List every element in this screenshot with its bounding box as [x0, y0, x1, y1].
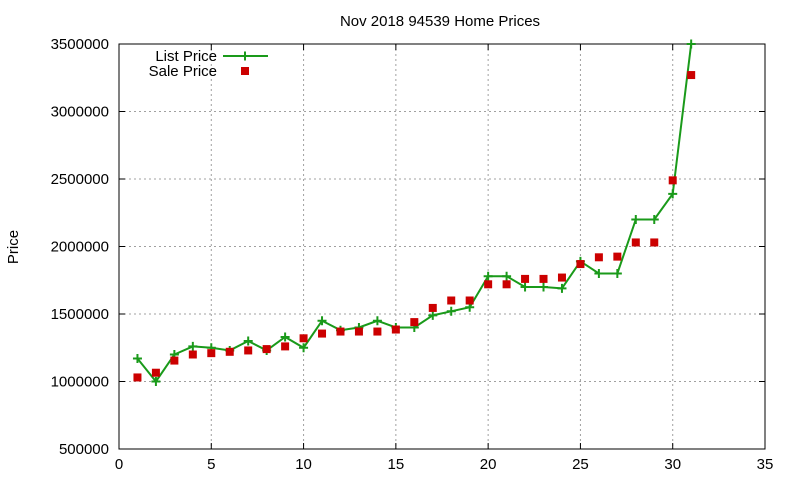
list-price-point — [668, 189, 678, 199]
sale-price-point — [447, 296, 456, 305]
sale-price-point — [668, 176, 677, 185]
list-price-point — [686, 39, 696, 49]
sale-price-point — [373, 327, 382, 336]
sale-price-point — [576, 260, 585, 269]
list-price-point — [280, 332, 290, 342]
list-price-point — [612, 269, 622, 278]
sale-price-point — [391, 325, 400, 334]
y-axis-label: Price — [5, 230, 22, 264]
sale-price-point — [262, 345, 271, 354]
x-tick-label: 10 — [295, 456, 312, 473]
x-tick-label: 30 — [664, 456, 681, 473]
legend-label-list-price: List Price — [155, 48, 217, 65]
sale-price-point — [354, 327, 363, 336]
sale-price-point — [428, 303, 437, 312]
y-tick-label: 2500000 — [51, 171, 109, 188]
x-tick-label: 0 — [115, 456, 123, 473]
sale-price-point — [631, 238, 640, 247]
sale-price-point — [170, 356, 179, 365]
sale-price-point — [521, 274, 530, 283]
list-price-point — [520, 282, 530, 292]
legend-marker-list-price — [240, 51, 250, 61]
list-price-point — [594, 269, 604, 278]
sale-price-point — [687, 71, 696, 80]
list-price-point — [631, 215, 641, 224]
x-tick-label: 15 — [388, 456, 405, 473]
list-price-point — [557, 283, 567, 293]
legend-marker-sale-price — [241, 67, 249, 75]
sale-price-point — [557, 273, 566, 282]
sale-price-point — [188, 350, 197, 359]
list-price-point — [151, 377, 161, 386]
grid — [119, 44, 765, 449]
x-tick-label: 25 — [572, 456, 589, 473]
y-tick-label: 500000 — [59, 441, 109, 458]
list-price-point — [132, 354, 142, 364]
list-price-point — [372, 316, 382, 326]
legend-label-sale-price: Sale Price — [149, 63, 217, 80]
y-tick-label: 1500000 — [51, 306, 109, 323]
legend: List Price Sale Price — [149, 48, 268, 80]
chart-title: Nov 2018 94539 Home Prices — [340, 13, 540, 30]
sale-price-point — [299, 334, 308, 343]
ticks: 0 5 10 15 20 25 30 35 500000 1000000 1500000 200000… — [51, 36, 774, 473]
series — [132, 39, 696, 386]
list-price-point — [502, 271, 512, 281]
x-tick-label: 20 — [480, 456, 497, 473]
sale-price-point — [594, 253, 603, 262]
sale-price-point — [650, 238, 659, 247]
list-price-point — [243, 336, 253, 346]
y-tick-label: 1000000 — [51, 374, 109, 391]
sale-price-point — [410, 318, 419, 327]
x-tick-label: 35 — [757, 456, 774, 473]
list-price-point — [428, 310, 438, 320]
sale-price-point — [281, 342, 290, 351]
list-price-point — [446, 306, 456, 316]
list-price-point — [299, 343, 309, 353]
list-price-point — [539, 282, 549, 292]
sale-price-point — [151, 368, 160, 377]
y-tick-label: 3500000 — [51, 36, 109, 53]
list-price-point — [649, 215, 659, 224]
sale-price-point — [207, 349, 216, 358]
x-tick-label: 5 — [207, 456, 215, 473]
sale-price-point — [318, 329, 327, 338]
sale-price-point — [502, 280, 511, 289]
sale-price-point — [613, 252, 622, 261]
y-tick-label: 3000000 — [51, 104, 109, 121]
y-tick-label: 2000000 — [51, 239, 109, 256]
sale-price-point — [539, 274, 548, 283]
list-price-point — [483, 271, 493, 281]
sale-price-point — [225, 347, 234, 356]
list-price-point — [317, 316, 327, 326]
sale-price-point — [484, 280, 493, 289]
sale-price-point — [133, 373, 142, 382]
list-price-point — [188, 341, 198, 351]
sale-price-point — [244, 346, 253, 355]
sale-price-point — [465, 296, 474, 305]
sale-price-point — [336, 327, 345, 336]
